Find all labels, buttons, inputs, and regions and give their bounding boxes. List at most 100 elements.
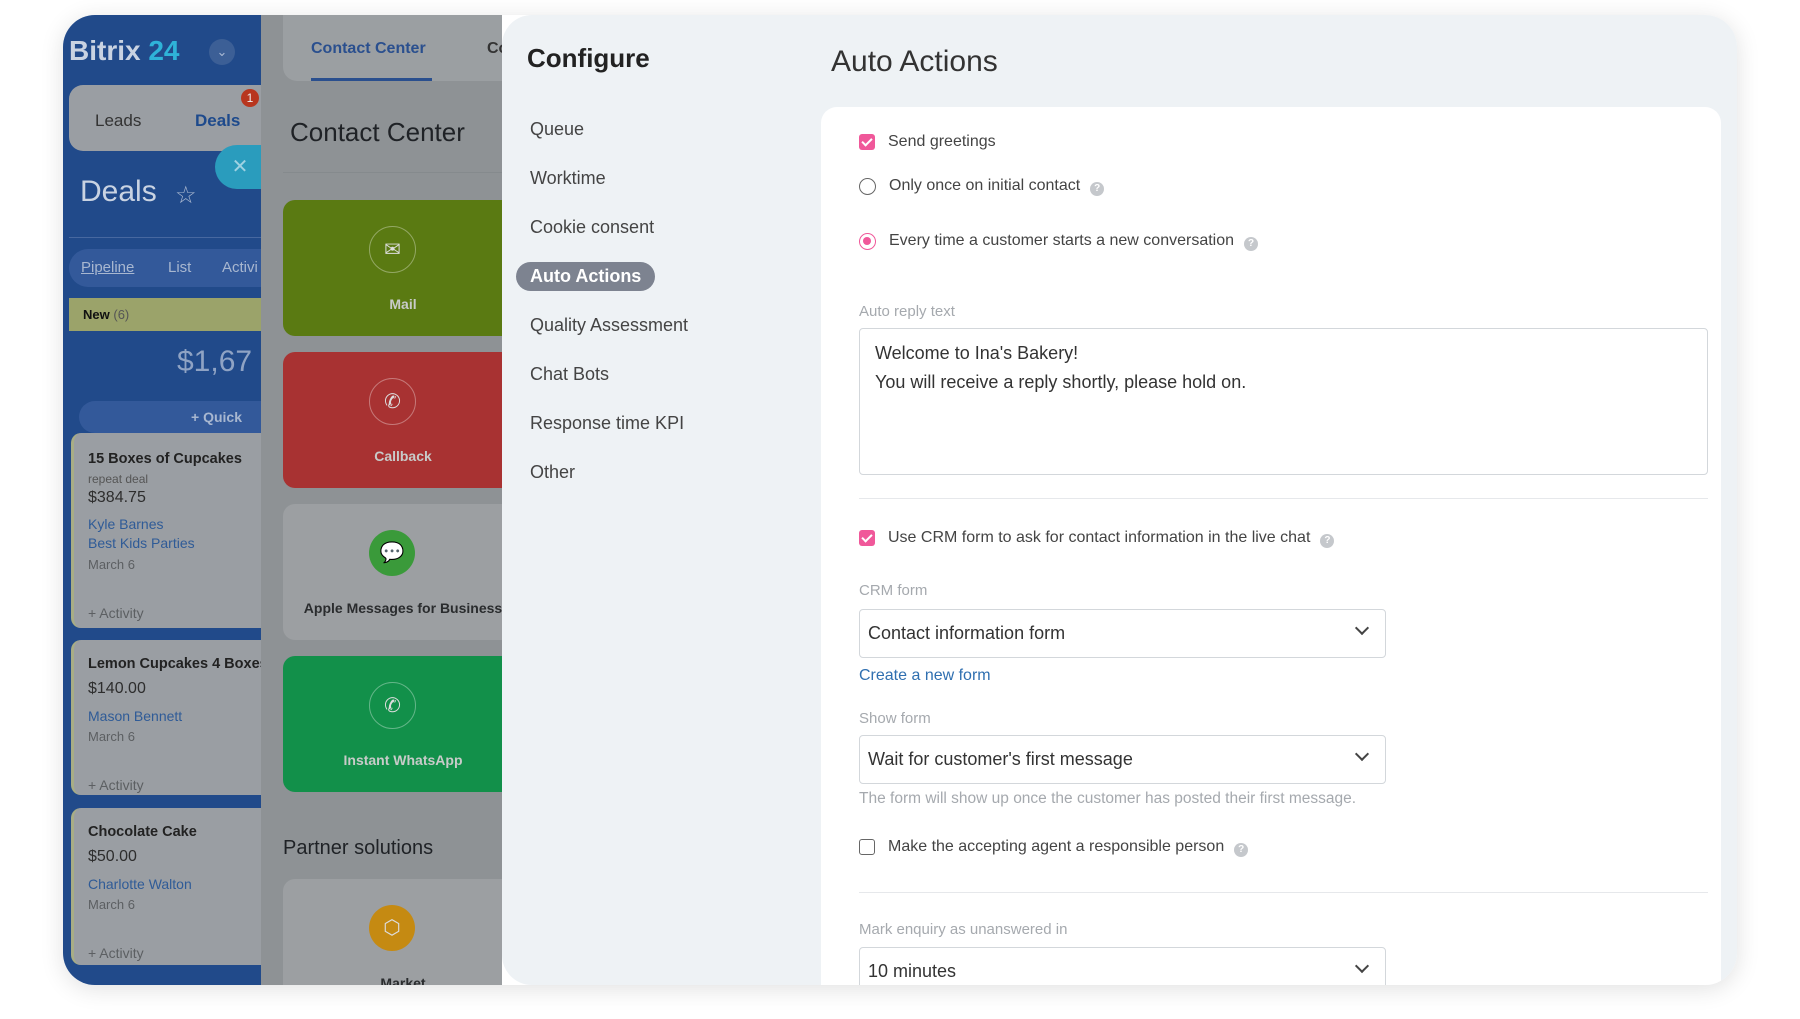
radio-once[interactable]: Only once on initial contact? xyxy=(859,176,1105,196)
contact-center-tabs: Contact Center Co xyxy=(283,15,508,81)
select-value: Wait for customer's first message xyxy=(868,749,1133,769)
tab-contact-center[interactable]: Contact Center xyxy=(311,40,426,57)
responsible-person-checkbox[interactable]: Make the accepting agent a responsible p… xyxy=(859,837,1249,857)
deal-company[interactable]: Best Kids Parties xyxy=(88,535,195,551)
menu-quality-assessment[interactable]: Quality Assessment xyxy=(530,315,689,335)
tile-callback[interactable]: ✆ Callback xyxy=(283,352,502,488)
auto-reply-textarea[interactable]: Welcome to Ina's Bakery! You will receiv… xyxy=(859,328,1708,475)
star-icon[interactable]: ☆ xyxy=(175,182,197,209)
deal-contact[interactable]: Charlotte Walton xyxy=(88,876,192,892)
whatsapp-icon: ✆ xyxy=(369,682,416,729)
checkbox-checked[interactable] xyxy=(859,134,875,150)
deal-contact[interactable]: Mason Bennett xyxy=(88,708,183,724)
radio-label: Every time a customer starts a new conve… xyxy=(889,232,1235,249)
add-activity-link[interactable]: + Activity xyxy=(88,777,144,793)
contact-center-page: Contact Center Co Contact Center ✉ Mail ✆… xyxy=(261,15,508,985)
use-crm-form-checkbox[interactable]: Use CRM form to ask for contact informat… xyxy=(859,528,1335,548)
send-greetings-checkbox[interactable]: Send greetings xyxy=(859,133,996,151)
radio-unselected[interactable] xyxy=(859,177,876,195)
mail-icon: ✉ xyxy=(369,226,416,273)
show-form-select[interactable]: Wait for customer's first message xyxy=(859,735,1386,784)
menu-response-time-kpi[interactable]: Response time KPI xyxy=(530,413,685,433)
crm-form-select[interactable]: Contact information form xyxy=(859,609,1386,658)
select-value: 10 minutes xyxy=(868,961,957,981)
checkbox-unchecked[interactable] xyxy=(859,839,875,855)
create-new-form-link[interactable]: Create a new form xyxy=(859,667,991,684)
deal-amount: $50.00 xyxy=(88,848,137,865)
tile-apple-messages[interactable]: 💬 Apple Messages for Business xyxy=(283,504,502,640)
divider xyxy=(859,892,1708,893)
close-icon[interactable]: ✕ xyxy=(215,145,265,189)
unanswered-label: Mark enquiry as unanswered in xyxy=(859,921,1068,938)
menu-cookie-consent[interactable]: Cookie consent xyxy=(530,217,655,237)
select-value: Contact information form xyxy=(868,623,1066,643)
menu-queue[interactable]: Queue xyxy=(530,119,585,139)
menu-other[interactable]: Other xyxy=(530,462,576,482)
bitrix-logo: Bitrix 24 xyxy=(69,35,180,66)
column-header-new[interactable]: New (6) xyxy=(69,298,261,331)
deals-badge: 1 xyxy=(241,89,259,107)
message-icon: 💬 xyxy=(369,530,415,576)
deal-card[interactable]: Lemon Cupcakes 4 Boxes $140.00 Mason Ben… xyxy=(71,640,268,795)
deal-date: March 6 xyxy=(88,729,135,744)
radio-label: Only once on initial contact xyxy=(889,177,1081,194)
view-list[interactable]: List xyxy=(168,259,192,276)
deal-subtitle: repeat deal xyxy=(88,472,149,486)
column-sum: $1,67 xyxy=(177,345,253,378)
show-form-label: Show form xyxy=(859,710,931,727)
checkbox-checked[interactable] xyxy=(859,530,875,546)
crm-sidebar: Bitrix 24 ⌄ Leads Deals 1 ✕ Deals ☆ Pipe… xyxy=(63,15,268,985)
crm-tabs: Leads Deals xyxy=(69,85,261,151)
menu-chat-bots[interactable]: Chat Bots xyxy=(530,364,610,384)
deal-amount: $384.75 xyxy=(88,489,146,506)
contact-center-title: Contact Center xyxy=(290,117,465,147)
app-window: Bitrix 24 ⌄ Leads Deals 1 ✕ Deals ☆ Pipe… xyxy=(63,15,1737,985)
tile-label: Instant WhatsApp xyxy=(343,752,463,768)
tile-whatsapp[interactable]: ✆ Instant WhatsApp xyxy=(283,656,502,792)
show-form-hint: The form will show up once the customer … xyxy=(859,790,1357,807)
divider xyxy=(859,498,1708,499)
quick-add-button[interactable]: + Quick xyxy=(79,401,261,433)
menu-worktime[interactable]: Worktime xyxy=(530,168,606,188)
logo-chevron-down-icon[interactable]: ⌄ xyxy=(209,39,235,65)
crm-form-label: CRM form xyxy=(859,582,928,599)
deal-title[interactable]: 15 Boxes of Cupcakes xyxy=(88,451,242,467)
page-title: Deals xyxy=(80,175,157,208)
deal-date: March 6 xyxy=(88,897,135,912)
deal-title[interactable]: Chocolate Cake xyxy=(88,824,197,840)
add-activity-link[interactable]: + Activity xyxy=(88,945,144,961)
checkbox-label: Use CRM form to ask for contact informat… xyxy=(888,529,1311,546)
help-icon[interactable]: ? xyxy=(1320,534,1335,548)
box-icon: ⬡ xyxy=(369,905,415,951)
radio-every-time[interactable]: Every time a customer starts a new conve… xyxy=(859,231,1259,251)
deal-contact[interactable]: Kyle Barnes xyxy=(88,516,164,532)
deal-card[interactable]: Chocolate Cake $50.00 Charlotte Walton M… xyxy=(71,808,261,965)
tile-label: Market xyxy=(380,975,426,985)
view-activities[interactable]: Activi xyxy=(222,259,258,276)
radio-selected[interactable] xyxy=(859,232,876,250)
deal-title[interactable]: Lemon Cupcakes 4 Boxes xyxy=(88,656,268,672)
tile-market[interactable]: ⬡ Market xyxy=(283,879,502,985)
tab-deals[interactable]: Deals xyxy=(195,111,241,130)
unanswered-time-select[interactable]: 10 minutes xyxy=(859,947,1386,985)
tile-label: Apple Messages for Business xyxy=(303,600,503,616)
active-tab-indicator xyxy=(311,78,432,81)
section-title: Auto Actions xyxy=(831,45,998,78)
help-icon[interactable]: ? xyxy=(1090,182,1105,196)
tile-mail[interactable]: ✉ Mail xyxy=(283,200,502,336)
checkbox-label: Send greetings xyxy=(888,133,996,150)
configure-title: Configure xyxy=(527,43,650,73)
chevron-down-icon xyxy=(1354,620,1370,636)
menu-auto-actions[interactable]: Auto Actions xyxy=(516,262,656,291)
view-pipeline[interactable]: Pipeline xyxy=(81,259,135,276)
partner-solutions-title: Partner solutions xyxy=(283,837,434,859)
add-activity-link[interactable]: + Activity xyxy=(88,605,144,621)
chevron-down-icon xyxy=(1354,746,1370,762)
help-icon[interactable]: ? xyxy=(1244,237,1259,251)
chevron-down-icon xyxy=(1354,958,1370,974)
tile-label: Callback xyxy=(374,448,432,464)
deal-card[interactable]: 15 Boxes of Cupcakes repeat deal $384.75… xyxy=(71,433,261,628)
help-icon[interactable]: ? xyxy=(1234,843,1249,857)
auto-actions-card: Send greetings Only once on initial cont… xyxy=(821,107,1721,985)
tab-leads[interactable]: Leads xyxy=(95,111,142,130)
